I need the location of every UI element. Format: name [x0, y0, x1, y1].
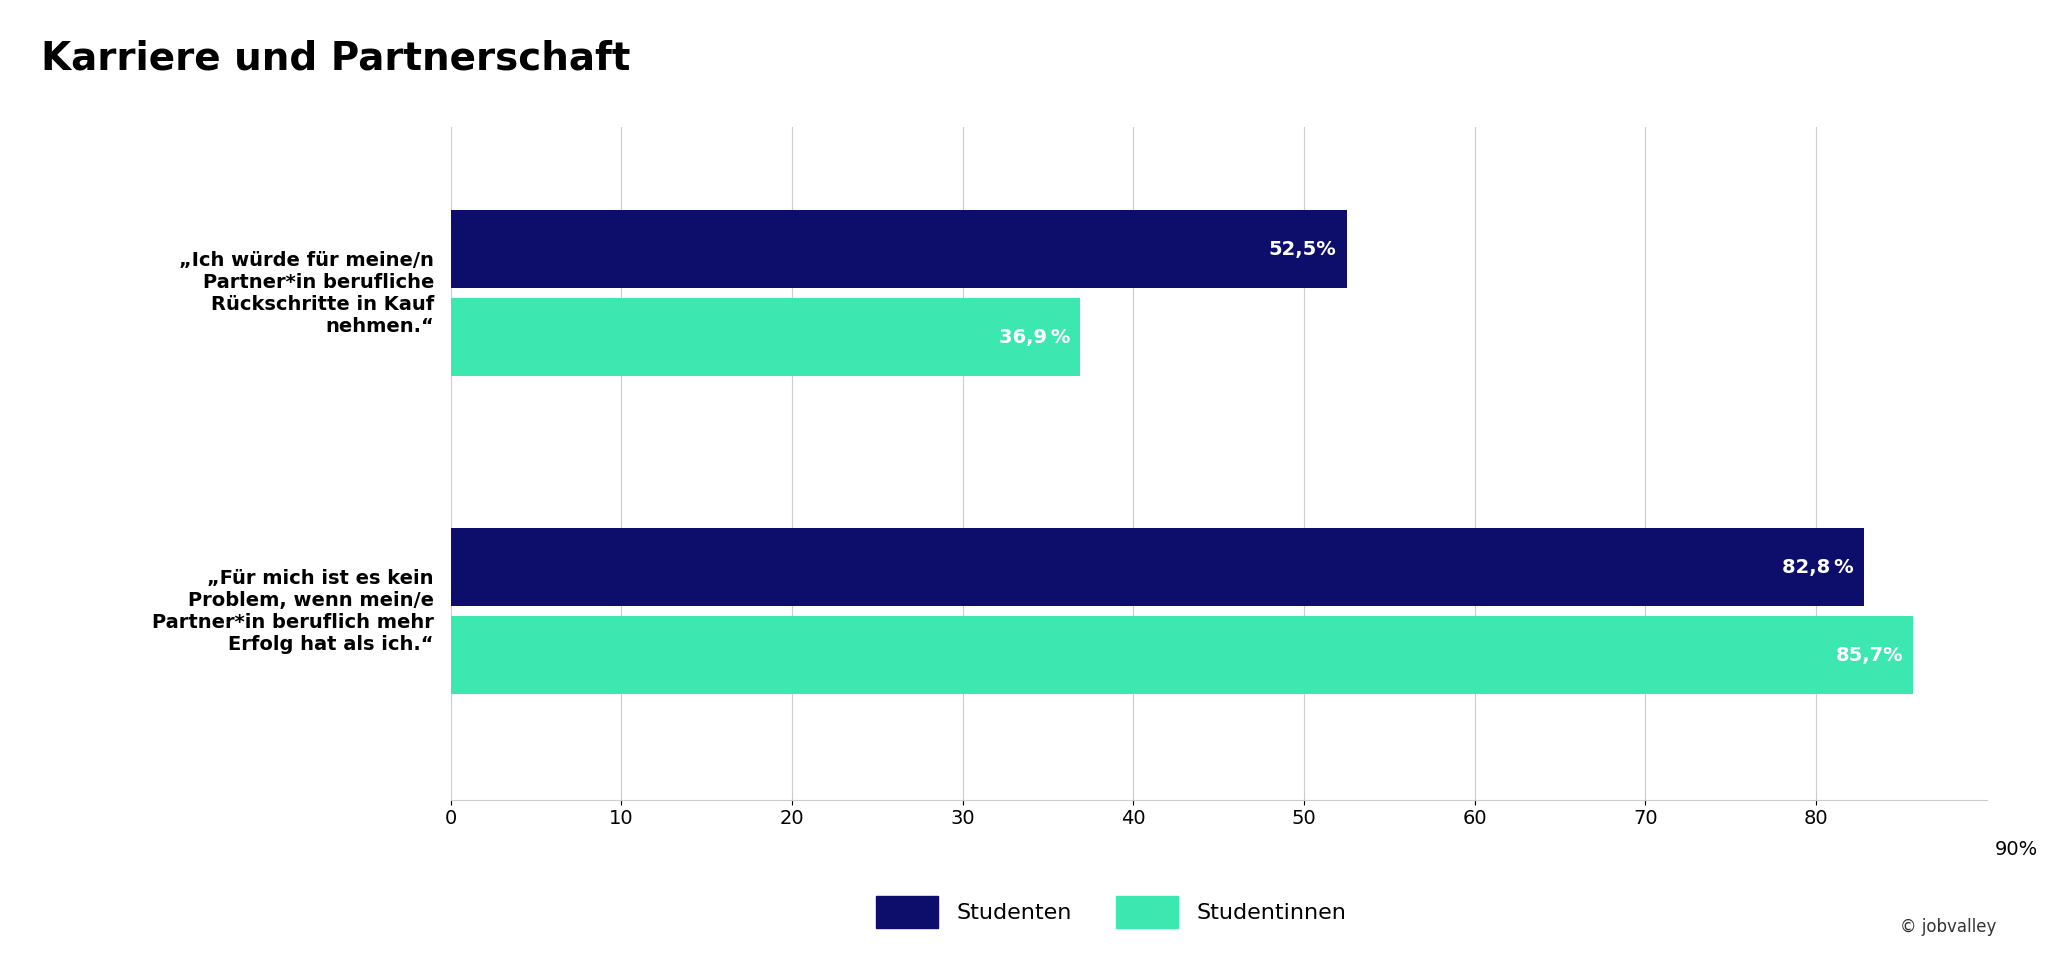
Text: 85,7%: 85,7% [1835, 645, 1903, 665]
Text: © jobvalley: © jobvalley [1901, 918, 1997, 936]
Text: 82,8 %: 82,8 % [1782, 558, 1853, 576]
Text: 52,5%: 52,5% [1268, 240, 1335, 258]
Bar [451, 616, 1913, 694]
Text: 36,9 %: 36,9 % [999, 328, 1069, 347]
Text: 90%: 90% [1995, 840, 2038, 859]
Text: Karriere und Partnerschaft: Karriere und Partnerschaft [41, 39, 631, 77]
Bar [451, 527, 1864, 606]
Bar [451, 298, 1081, 376]
Bar [451, 210, 1348, 289]
Legend: Studenten, Studentinnen: Studenten, Studentinnen [866, 887, 1356, 936]
